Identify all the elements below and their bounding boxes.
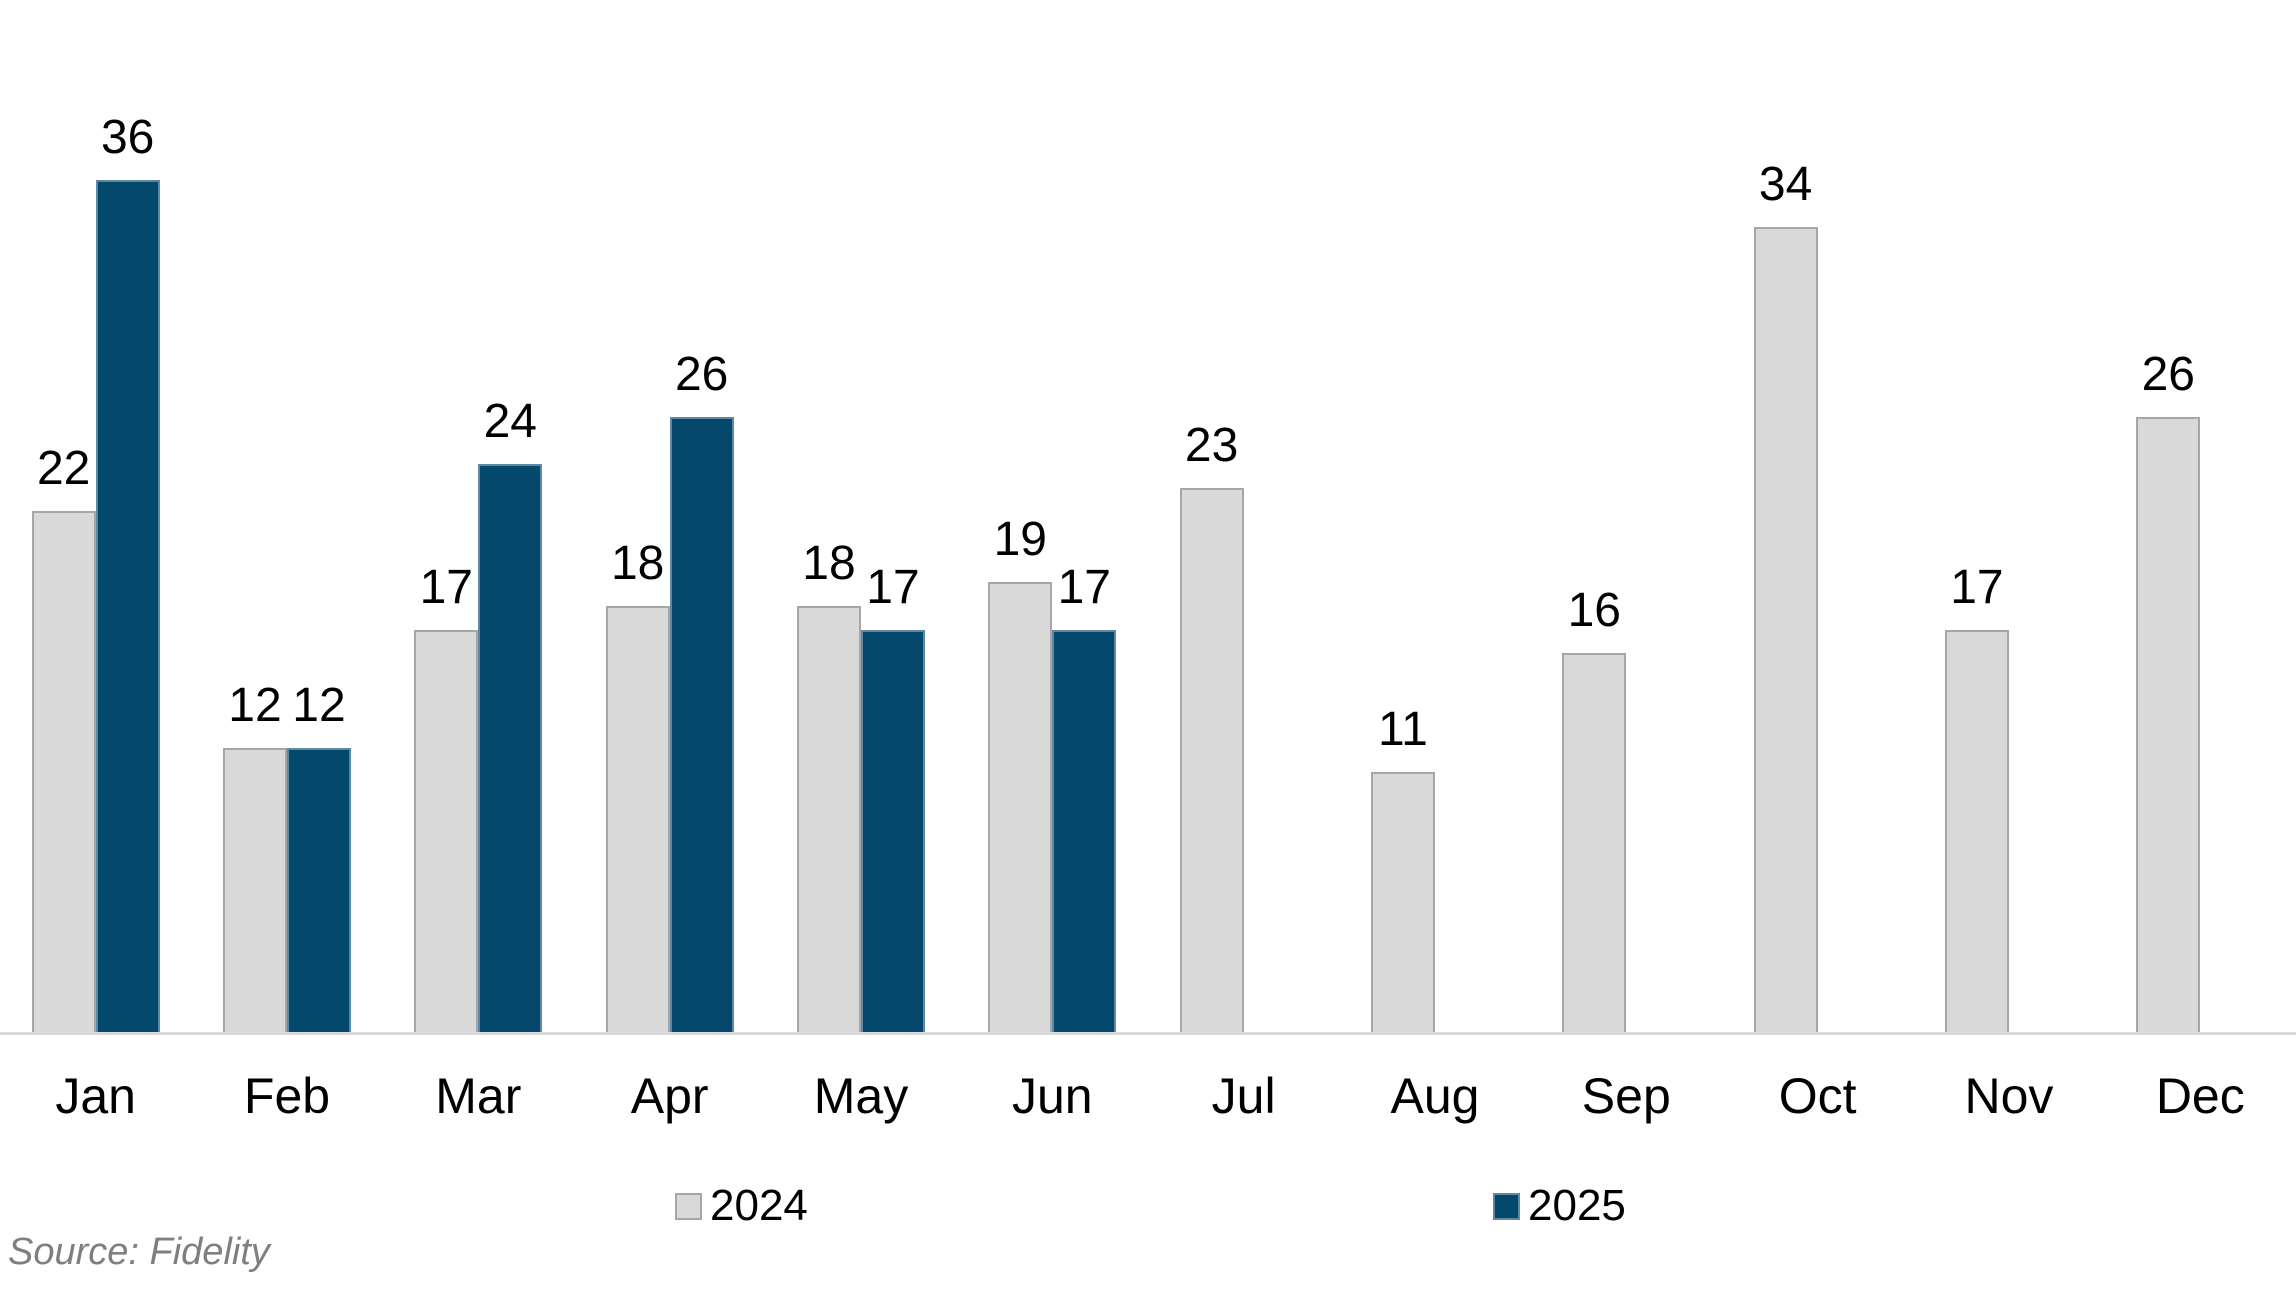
bar-2024-oct xyxy=(1753,227,1818,1032)
bar-group-may: 18 17 xyxy=(765,0,956,1032)
bar-slot-2024-mar: 17 xyxy=(414,0,479,1032)
bar-slot-2025-feb: 12 xyxy=(286,0,351,1032)
x-axis-label-feb: Feb xyxy=(243,1068,331,1124)
bar-slot-2024-jan: 22 xyxy=(31,0,96,1032)
x-axis-labels: Jan Feb Mar Apr May Jun Jul Aug Sep Oct Nov Dec xyxy=(0,1035,2296,1121)
bar-2025-jun xyxy=(1052,630,1117,1032)
bar-slot-2024-aug: 11 xyxy=(1370,0,1435,1032)
legend-swatch-2024 xyxy=(675,1192,702,1220)
value-label-2025-apr: 26 xyxy=(674,348,729,401)
bar-group-feb: 12 12 xyxy=(191,0,382,1032)
value-label-2024-jul: 23 xyxy=(1184,419,1239,472)
bar-2024-mar xyxy=(414,630,479,1032)
bar-slot-2025-may: 17 xyxy=(860,0,925,1032)
bar-group-dec: 26 xyxy=(2105,0,2296,1032)
bar-group-aug: 11 xyxy=(1339,0,1530,1032)
bar-group-nov: 17 xyxy=(1913,0,2104,1032)
bar-slot-2025-apr: 26 xyxy=(669,0,734,1032)
legend-item-2025: 2025 xyxy=(1493,1184,1626,1228)
value-label-2024-sep: 16 xyxy=(1567,584,1621,637)
bar-group-jun: 19 17 xyxy=(957,0,1148,1032)
value-label-2024-jun: 19 xyxy=(993,513,1047,566)
bar-slot-2024-jul: 23 xyxy=(1179,0,1244,1032)
bar-2024-jun xyxy=(988,582,1053,1032)
bar-2025-jan xyxy=(95,180,160,1032)
bar-slot-2025-sep xyxy=(1626,0,1690,1032)
legend-swatch-2025 xyxy=(1493,1192,1520,1220)
bar-2025-apr xyxy=(669,417,734,1032)
bar-slot-2025-nov xyxy=(2009,0,2073,1032)
bar-2024-dec xyxy=(2136,417,2201,1032)
x-axis-label-may: May xyxy=(813,1068,909,1124)
x-axis-label-nov: Nov xyxy=(1964,1068,2054,1124)
bar-slot-2024-jun: 19 xyxy=(988,0,1053,1032)
bar-2024-nov xyxy=(1944,630,2009,1032)
value-label-2025-may: 17 xyxy=(866,561,920,614)
bar-slot-2025-dec xyxy=(2200,0,2264,1032)
source-caption: Source: Fidelity xyxy=(8,1231,270,1273)
x-axis-label-mar: Mar xyxy=(435,1068,522,1124)
bar-slot-2025-jan: 36 xyxy=(95,0,160,1032)
value-label-2024-dec: 26 xyxy=(2141,348,2195,401)
bar-slot-2025-jun: 17 xyxy=(1052,0,1117,1032)
bar-group-sep: 16 xyxy=(1531,0,1722,1032)
value-label-2024-jan: 22 xyxy=(36,442,91,495)
bar-2024-may xyxy=(796,606,861,1032)
bar-slot-2024-dec: 26 xyxy=(2136,0,2201,1032)
bar-slot-2025-mar: 24 xyxy=(478,0,543,1032)
value-label-2024-nov: 17 xyxy=(1950,561,2004,614)
value-label-2024-aug: 11 xyxy=(1378,703,1428,756)
bar-slot-2024-apr: 18 xyxy=(605,0,670,1032)
bar-slot-2024-oct: 34 xyxy=(1753,0,1818,1032)
x-axis-label-jul: Jul xyxy=(1211,1068,1276,1124)
x-axis-label-oct: Oct xyxy=(1778,1068,1857,1124)
value-label-2024-mar: 17 xyxy=(419,561,473,614)
bar-2024-feb xyxy=(222,748,287,1032)
bar-2024-jan xyxy=(31,511,96,1032)
legend-label-2024: 2024 xyxy=(710,1181,808,1230)
bar-2025-mar xyxy=(478,464,543,1032)
bar-group-jan: 22 36 xyxy=(0,0,191,1032)
bar-2024-jul xyxy=(1179,488,1244,1032)
value-label-2025-feb: 12 xyxy=(292,679,346,732)
value-label-2024-feb: 12 xyxy=(228,679,282,732)
value-label-2025-jan: 36 xyxy=(100,111,155,164)
bar-slot-2025-jul xyxy=(1244,0,1308,1032)
legend-item-2024: 2024 xyxy=(675,1184,808,1228)
bar-2025-feb xyxy=(286,748,351,1032)
bar-2024-apr xyxy=(605,606,670,1032)
x-axis-label-aug: Aug xyxy=(1390,1068,1480,1124)
value-label-2024-oct: 34 xyxy=(1758,158,1813,211)
x-axis-label-jun: Jun xyxy=(1011,1068,1093,1124)
bar-slot-2024-nov: 17 xyxy=(1944,0,2009,1032)
bar-group-apr: 18 26 xyxy=(574,0,765,1032)
value-label-2024-apr: 18 xyxy=(610,537,665,590)
bar-group-jul: 23 xyxy=(1148,0,1339,1032)
value-label-2024-may: 18 xyxy=(802,537,856,590)
bar-2024-aug xyxy=(1370,772,1435,1032)
value-label-2025-mar: 24 xyxy=(483,395,537,448)
bar-group-mar: 17 24 xyxy=(383,0,574,1032)
x-axis-label-sep: Sep xyxy=(1581,1068,1671,1124)
bar-2024-sep xyxy=(1562,653,1627,1032)
bar-slot-2025-aug xyxy=(1435,0,1499,1032)
bar-slot-2024-feb: 12 xyxy=(222,0,287,1032)
x-axis-label-jan: Jan xyxy=(55,1068,136,1124)
bar-slot-2025-oct xyxy=(1818,0,1882,1032)
x-axis-label-dec: Dec xyxy=(2155,1068,2245,1124)
value-label-2025-jun: 17 xyxy=(1057,561,1111,614)
legend-label-2025: 2025 xyxy=(1528,1181,1626,1230)
bar-group-oct: 34 xyxy=(1722,0,1913,1032)
bar-slot-2024-may: 18 xyxy=(796,0,861,1032)
plot-area: 22 36 12 12 17 24 18 26 18 17 19 17 23 11 16 34 17 26 xyxy=(0,0,2296,1035)
x-axis-label-apr: Apr xyxy=(630,1068,709,1124)
bar-slot-2024-sep: 16 xyxy=(1562,0,1627,1032)
bar-2025-may xyxy=(860,630,925,1032)
